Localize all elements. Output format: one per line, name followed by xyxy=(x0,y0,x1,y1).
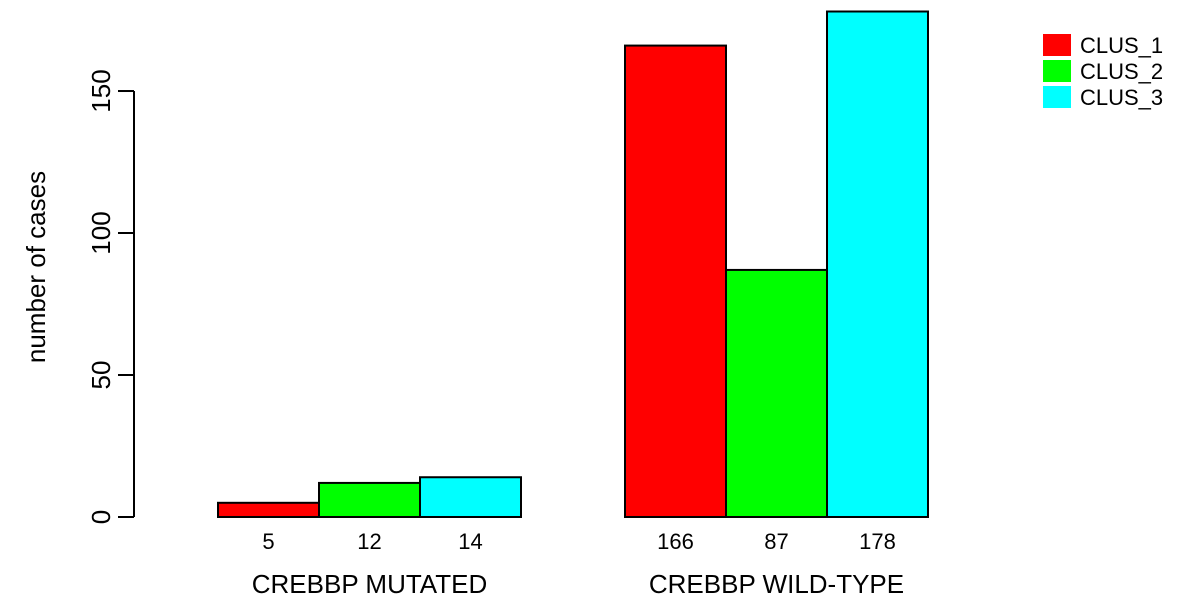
legend-label: CLUS_3 xyxy=(1080,85,1163,110)
bar-clus-2-group-2 xyxy=(725,268,828,518)
legend-label: CLUS_1 xyxy=(1080,33,1163,58)
bar-clus-3-group-1 xyxy=(419,476,522,519)
group-label: CREBBP MUTATED xyxy=(252,569,487,599)
y-tick-label: 150 xyxy=(86,69,116,112)
bar-value-label: 166 xyxy=(657,529,694,554)
y-tick-label: 0 xyxy=(86,510,116,524)
bar-value-label: 5 xyxy=(262,529,274,554)
bar-clus-1-group-1 xyxy=(217,501,320,519)
bar-clus-3-group-2 xyxy=(826,10,929,518)
y-axis: 0 50 100 150 xyxy=(86,69,135,524)
y-tick-label: 50 xyxy=(86,361,116,390)
legend-label: CLUS_2 xyxy=(1080,59,1163,84)
legend-swatch xyxy=(1043,86,1071,108)
group-label: CREBBP WILD-TYPE xyxy=(649,569,904,599)
legend-swatch xyxy=(1043,60,1071,82)
y-axis-label: number of cases xyxy=(21,171,51,363)
bar-value-labels: 5 166 12 87 14 178 xyxy=(262,529,895,554)
bars-layer xyxy=(217,10,929,519)
legend-swatch xyxy=(1043,34,1071,56)
bar-value-label: 12 xyxy=(357,529,381,554)
group-labels: CREBBP MUTATED CREBBP WILD-TYPE xyxy=(252,569,904,599)
bar-value-label: 178 xyxy=(859,529,896,554)
bar-value-label: 87 xyxy=(764,529,788,554)
bar-clus-1-group-2 xyxy=(624,44,727,519)
y-tick-label: 100 xyxy=(86,211,116,254)
bar-value-label: 14 xyxy=(458,529,482,554)
bar-clus-2-group-1 xyxy=(318,481,421,519)
